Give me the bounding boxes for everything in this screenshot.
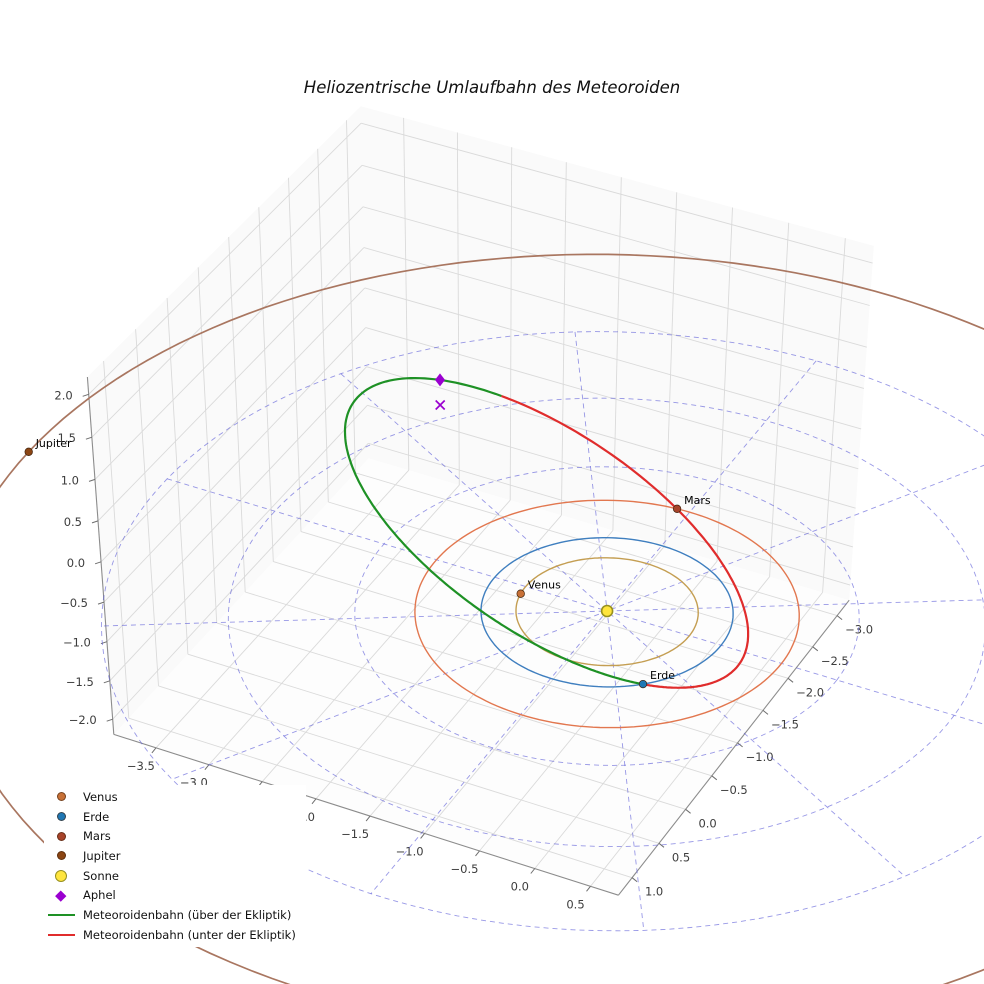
z-tick-label: −2.0: [69, 713, 97, 727]
legend-item-label: Sonne: [83, 868, 119, 883]
pane-gridlines: [88, 117, 873, 887]
legend-dot-swatch: [46, 812, 76, 822]
legend-big-dot-swatch: [46, 869, 76, 882]
legend-item: Venus: [46, 787, 296, 807]
z-tick-label: −1.5: [66, 675, 94, 689]
z-tick-label: 0.5: [64, 515, 82, 529]
legend-item-label: Meteoroidenbahn (über der Ekliptik): [83, 907, 292, 922]
orbit-venus: [515, 557, 699, 667]
legend-marker-diamond-icon: [55, 889, 67, 901]
legend-item: Meteoroidenbahn (unter der Ekliptik): [46, 925, 296, 945]
legend-item: Jupiter: [46, 846, 296, 866]
orbit-mars: [414, 499, 800, 729]
orbit-jupiter: [0, 253, 984, 984]
legend-dot-swatch: [46, 851, 76, 861]
polar-grid-spoke: [101, 599, 984, 627]
polar-grid-spoke: [340, 373, 906, 877]
erde-marker: [638, 679, 648, 689]
mars-label: Mars: [684, 494, 711, 507]
meteoroid-orbit-below-ecliptic: [501, 394, 750, 689]
legend: Venus Erde Mars Jupiter Sonne Aphel Meteoroide…: [44, 785, 306, 947]
x-tick-label: −1.0: [396, 844, 424, 858]
y-tick-label: −2.0: [796, 685, 824, 699]
planet-labels: Venus Erde Mars Jupiter: [35, 437, 711, 682]
legend-item: Aphel: [46, 885, 296, 905]
z-tick-label: 1.0: [61, 473, 79, 487]
mars-marker: [672, 504, 682, 513]
y-tick-label: −2.5: [821, 654, 849, 668]
legend-marker-dot-icon: [56, 812, 66, 822]
legend-marker-dot-icon: [56, 851, 66, 861]
legend-line-swatch: [46, 913, 76, 916]
x-tick-label: 0.0: [511, 880, 529, 894]
legend-item-label: Meteoroidenbahn (unter der Ekliptik): [83, 927, 296, 942]
z-tick-label: −0.5: [60, 596, 88, 610]
legend-item-label: Erde: [83, 809, 110, 824]
legend-marker-line-icon: [47, 933, 75, 936]
legend-dot-swatch: [46, 831, 76, 841]
legend-dot-swatch: [46, 792, 76, 802]
orbit-erde: [480, 537, 734, 688]
legend-item-label: Jupiter: [83, 848, 121, 863]
venus-marker: [516, 589, 525, 598]
z-tick-label: −1.0: [63, 636, 91, 650]
pane-left-wall: [87, 106, 369, 735]
y-tick-label: −1.5: [771, 717, 799, 731]
legend-diamond-swatch: [46, 889, 76, 901]
legend-item-label: Venus: [83, 789, 118, 804]
x-tick-label: 0.5: [566, 897, 584, 911]
legend-line-swatch: [46, 933, 76, 936]
jupiter-marker: [24, 447, 33, 456]
legend-marker-dot-icon: [56, 831, 66, 841]
legend-marker-big-dot-icon: [55, 869, 67, 882]
y-tick-label: 0.0: [698, 816, 716, 830]
legend-item: Sonne: [46, 866, 296, 886]
planet-orbits: [0, 253, 984, 984]
z-tick-label: 0.0: [67, 556, 85, 570]
legend-item: Erde: [46, 807, 296, 827]
y-tick-label: −0.5: [720, 783, 748, 797]
x-tick-label: −3.5: [127, 759, 155, 773]
x-tick-label: −1.5: [341, 827, 369, 841]
y-tick-label: 0.5: [672, 850, 690, 864]
jupiter-label: Jupiter: [35, 437, 72, 450]
legend-item-label: Mars: [83, 829, 111, 844]
aphel-marker: [435, 373, 445, 387]
legend-item: Mars: [46, 826, 296, 846]
erde-label: Erde: [650, 669, 675, 682]
y-tick-label: 1.0: [645, 885, 663, 899]
y-tick-label: −1.0: [746, 750, 774, 764]
legend-item: Meteoroidenbahn (über der Ekliptik): [46, 905, 296, 925]
venus-label: Venus: [528, 579, 561, 592]
meteoroid-orbit-above-ecliptic: [343, 377, 644, 686]
z-tick-label: 1.5: [58, 431, 76, 445]
legend-marker-line-icon: [47, 913, 75, 916]
y-tick-label: −3.0: [845, 623, 873, 637]
aphel-ecliptic-projection-x-marker: [435, 399, 446, 411]
legend-item-label: Aphel: [83, 888, 116, 903]
legend-marker-dot-icon: [56, 792, 66, 802]
sun-marker: [600, 604, 614, 618]
markers: [24, 373, 682, 689]
chart-title: Heliozentrische Umlaufbahn des Meteoroid…: [303, 78, 681, 97]
x-tick-label: −0.5: [451, 862, 479, 876]
z-tick-label: 2.0: [54, 388, 72, 402]
